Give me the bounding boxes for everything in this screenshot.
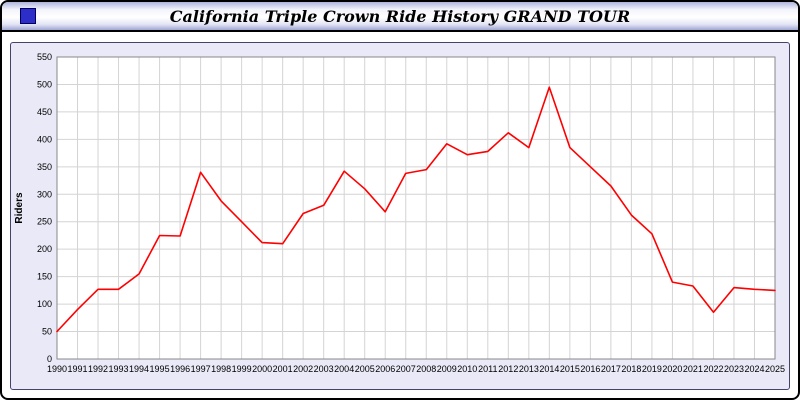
x-tick-label: 2005	[355, 364, 375, 374]
y-tick-label: 550	[37, 52, 52, 62]
x-tick-label: 2008	[416, 364, 436, 374]
x-tick-label: 1995	[150, 364, 170, 374]
plot-area	[57, 57, 775, 359]
y-tick-label: 150	[37, 272, 52, 282]
y-axis-label: Riders	[14, 192, 25, 224]
y-tick-label: 500	[37, 79, 52, 89]
x-tick-label: 2013	[519, 364, 539, 374]
blue-square-icon	[20, 8, 36, 24]
y-tick-label: 50	[42, 327, 52, 337]
x-tick-label: 2009	[437, 364, 457, 374]
x-tick-label: 2002	[293, 364, 313, 374]
x-tick-label: 2010	[457, 364, 477, 374]
x-tick-label: 2011	[478, 364, 497, 374]
x-tick-label: 2015	[560, 364, 580, 374]
x-tick-label: 2004	[334, 364, 354, 374]
x-tick-label: 2006	[375, 364, 395, 374]
x-tick-label: 1997	[191, 364, 211, 374]
x-tick-label: 2017	[601, 364, 621, 374]
chart-panel: 0 50 100 150 200 250 300 350 400 450 500 550 1990 199…	[10, 42, 790, 390]
x-tick-label: 2019	[642, 364, 662, 374]
x-tick-label: 2001	[273, 364, 293, 374]
x-tick-label: 2012	[498, 364, 518, 374]
x-tick-label: 2021	[683, 364, 703, 374]
x-tick-label: 1994	[129, 364, 149, 374]
y-tick-label: 200	[37, 244, 52, 254]
y-tick-label: 400	[37, 134, 52, 144]
riders-series-line	[56, 86, 776, 333]
y-tick-label: 0	[47, 354, 52, 364]
x-tick-label: 2023	[724, 364, 744, 374]
x-tick-label: 2020	[662, 364, 682, 374]
x-tick-label: 1991	[67, 364, 87, 374]
x-tick-label: 2016	[580, 364, 600, 374]
x-tick-label: 1992	[88, 364, 108, 374]
y-tick-label: 250	[37, 217, 52, 227]
y-tick-label: 450	[37, 107, 52, 117]
x-tick-label: 1990	[47, 364, 67, 374]
x-tick-label: 1996	[170, 364, 190, 374]
y-tick-label: 350	[37, 162, 52, 172]
title-bar: California Triple Crown Ride History GRA…	[2, 2, 798, 32]
x-tick-label: 2007	[396, 364, 416, 374]
x-tick-label: 2018	[621, 364, 641, 374]
x-tick-label: 2022	[703, 364, 723, 374]
x-tick-label: 2014	[539, 364, 559, 374]
plot-border	[56, 56, 776, 360]
page-title: California Triple Crown Ride History GRA…	[169, 6, 631, 26]
x-tick-label: 2003	[314, 364, 334, 374]
x-tick-label: 2025	[765, 364, 785, 374]
x-tick-label: 2000	[252, 364, 272, 374]
y-tick-label: 300	[37, 189, 52, 199]
x-tick-label: 2024	[744, 364, 764, 374]
x-tick-label: 1998	[211, 364, 231, 374]
x-tick-label: 1999	[232, 364, 252, 374]
y-tick-label: 100	[37, 299, 52, 309]
x-tick-label: 1993	[109, 364, 129, 374]
